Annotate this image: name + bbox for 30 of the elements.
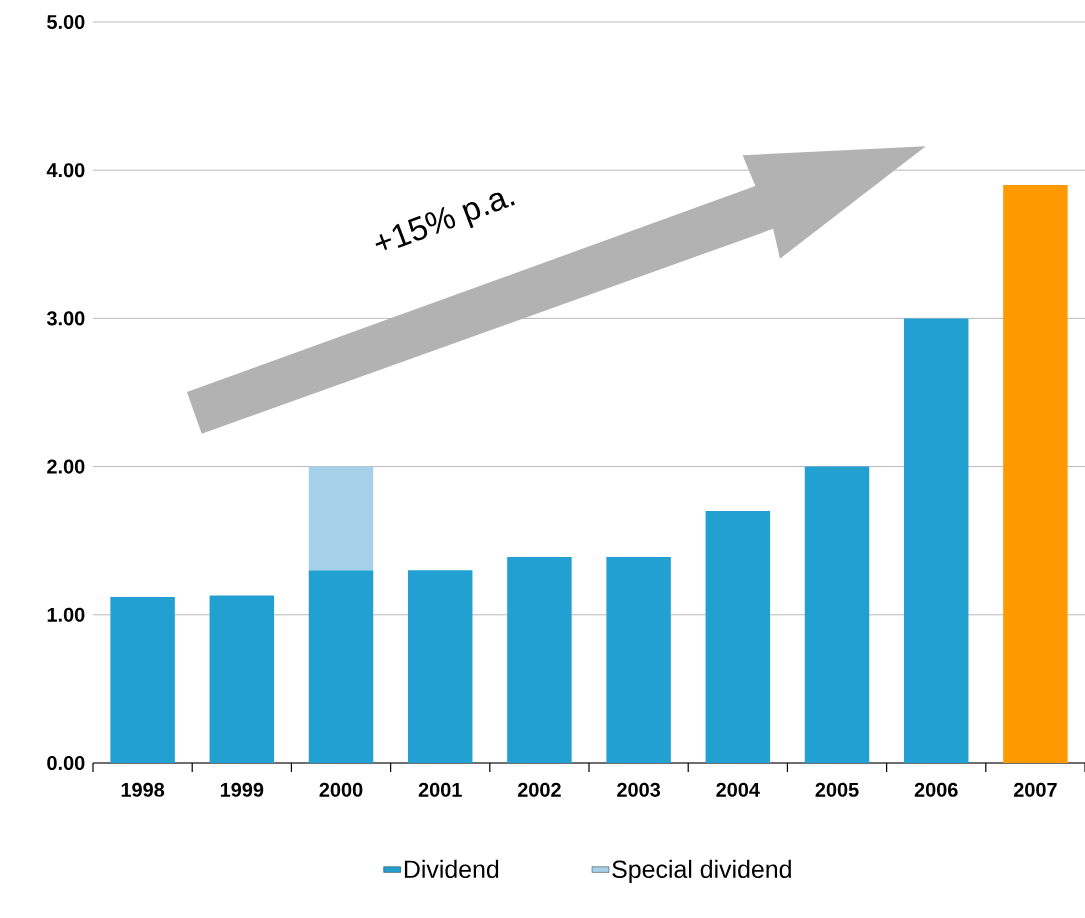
y-tick-label: 4.00 <box>46 163 85 178</box>
x-tick-label: 2007 <box>1013 782 1057 797</box>
x-tick-label: 1998 <box>121 782 165 797</box>
x-tick-label: 2001 <box>418 782 462 797</box>
x-tick-label: 2003 <box>617 782 661 797</box>
y-tick-label: 1.00 <box>47 607 85 622</box>
legend-label: Special dividend <box>612 859 791 884</box>
bar <box>209 595 275 763</box>
y-tick-label: 0.00 <box>47 755 85 771</box>
bar <box>1003 185 1068 763</box>
x-tick-label: 2000 <box>319 782 363 797</box>
x-tick-label: 2004 <box>716 782 760 797</box>
x-tick-label: 2002 <box>517 782 561 797</box>
y-tick-label: 2.00 <box>47 459 85 474</box>
bar <box>903 318 969 763</box>
legend-label: Dividend <box>404 859 499 879</box>
x-tick-label: 2005 <box>815 782 859 797</box>
y-tick-label: 3.00 <box>46 311 85 326</box>
bar <box>110 597 175 763</box>
annotation: +15% p.a. <box>375 192 515 250</box>
x-tick-label: 2006 <box>914 782 958 797</box>
y-tick-label: 5.00 <box>47 14 85 30</box>
bar <box>804 466 870 763</box>
bar <box>308 570 374 763</box>
x-tick-label: 1999 <box>220 782 264 797</box>
bar <box>308 466 374 571</box>
bar <box>705 511 771 763</box>
bar <box>606 556 671 763</box>
bar <box>507 556 572 763</box>
bar <box>407 570 473 763</box>
